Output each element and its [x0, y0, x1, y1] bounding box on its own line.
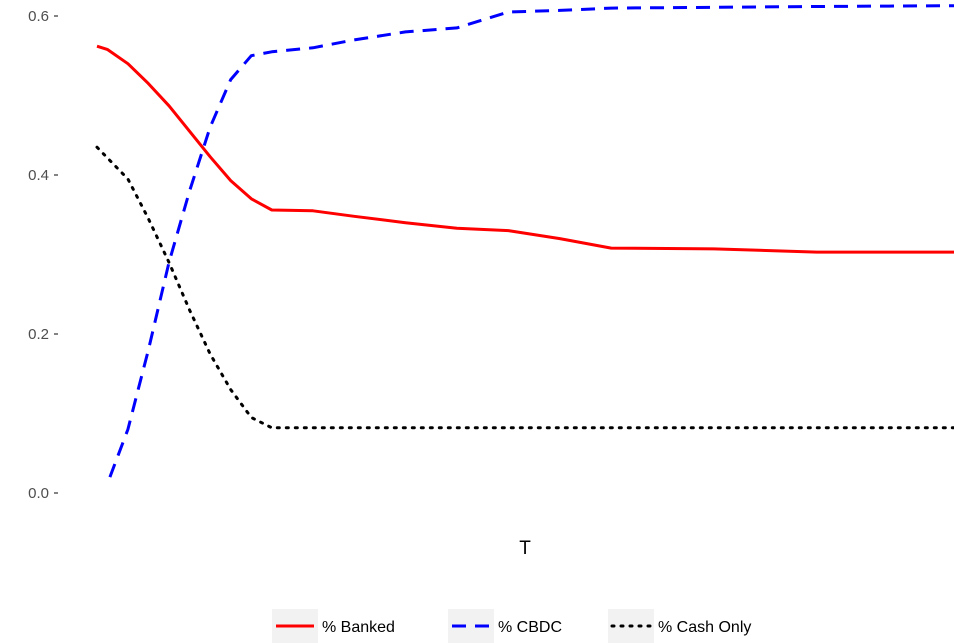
y-tick-label: 0.6	[28, 8, 49, 25]
legend-label: % Banked	[322, 619, 395, 636]
legend-label: % Cash Only	[658, 619, 751, 636]
legend-item: % Banked	[272, 609, 395, 643]
series-line-0	[96, 44, 954, 254]
plot-area	[95, 4, 954, 478]
legend-item: % CBDC	[448, 609, 562, 643]
x-axis-title: T	[519, 538, 531, 559]
y-tick-label: 0.4	[28, 167, 49, 184]
legend-item: % Cash Only	[608, 609, 751, 643]
y-axis: 0.0 0.2 0.4 0.6	[28, 8, 58, 502]
y-tick-label: 0.0	[28, 485, 49, 502]
legend-label: % CBDC	[498, 619, 562, 636]
series-line-2	[95, 145, 954, 430]
legend: % Banked % CBDC % Cash Only	[272, 609, 751, 643]
series-line-1	[108, 4, 954, 478]
y-tick-label: 0.2	[28, 326, 49, 343]
